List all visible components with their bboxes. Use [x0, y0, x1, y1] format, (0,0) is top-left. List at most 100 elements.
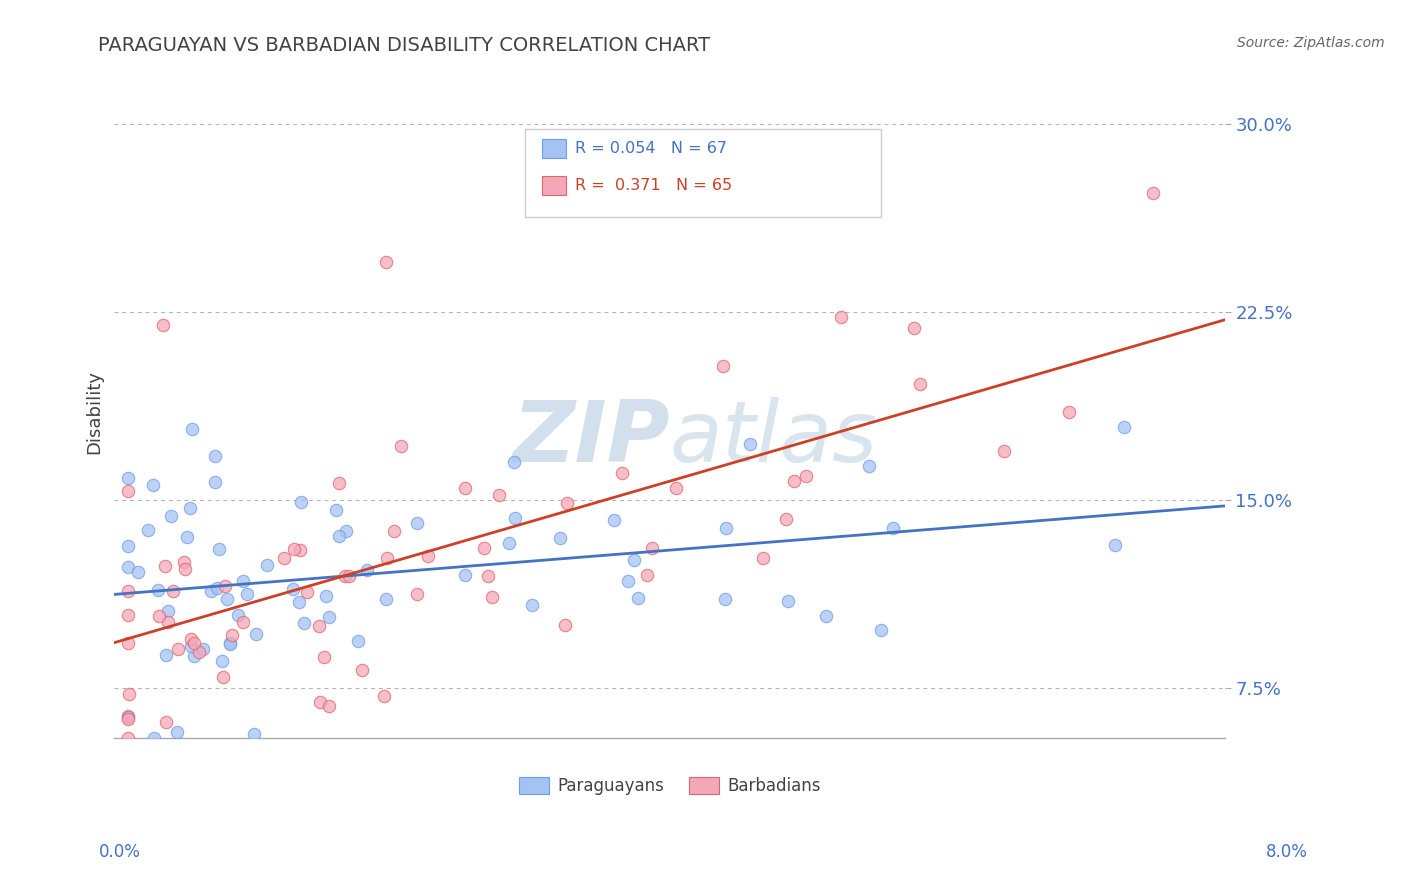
Point [472, 541, 495, 555]
Point [117, 731, 139, 746]
Point [335, 569, 357, 583]
Point [288, 543, 311, 558]
Point [232, 615, 254, 630]
Point [776, 594, 799, 608]
Point [226, 608, 249, 623]
Point [374, 255, 396, 269]
Point [858, 459, 880, 474]
Point [477, 569, 499, 583]
Point [155, 648, 177, 662]
Point [117, 607, 139, 622]
Point [325, 503, 347, 517]
Point [143, 731, 166, 746]
Point [162, 584, 184, 599]
Point [243, 727, 266, 741]
Point [283, 541, 305, 556]
Point [153, 559, 176, 574]
Point [406, 516, 429, 530]
Point [214, 579, 236, 593]
Point [335, 524, 357, 538]
Point [554, 618, 576, 632]
Point [232, 574, 254, 589]
Point [548, 531, 571, 545]
Text: R = 0.054   N = 67: R = 0.054 N = 67 [575, 141, 727, 156]
Point [176, 530, 198, 544]
Point [636, 568, 658, 582]
Point [352, 663, 374, 677]
Legend: Paraguayans, Barbadians: Paraguayans, Barbadians [512, 771, 827, 802]
Text: 8.0%: 8.0% [1265, 843, 1308, 861]
Point [174, 562, 197, 576]
Point [623, 552, 645, 566]
Point [236, 587, 259, 601]
Point [146, 582, 169, 597]
Point [405, 587, 427, 601]
Point [117, 712, 139, 726]
Point [117, 687, 139, 701]
Point [256, 558, 278, 573]
Point [308, 619, 330, 633]
Point [204, 475, 226, 490]
Point [382, 524, 405, 538]
Point [117, 710, 139, 724]
FancyBboxPatch shape [526, 128, 880, 217]
Point [167, 642, 190, 657]
Point [157, 603, 180, 617]
Point [219, 635, 242, 649]
Point [309, 695, 332, 709]
Point [1104, 538, 1126, 552]
Point [375, 550, 398, 565]
Point [117, 470, 139, 484]
Point [215, 592, 238, 607]
Point [665, 482, 688, 496]
Point [418, 549, 440, 564]
Text: atlas: atlas [669, 397, 877, 480]
Point [292, 616, 315, 631]
Point [555, 496, 578, 510]
Point [993, 444, 1015, 458]
Point [295, 585, 318, 599]
Point [211, 654, 233, 668]
Point [908, 377, 931, 392]
Point [180, 639, 202, 653]
Point [218, 637, 240, 651]
Point [117, 636, 139, 650]
Y-axis label: Disability: Disability [86, 370, 103, 454]
Point [183, 649, 205, 664]
Point [181, 422, 204, 436]
Point [870, 624, 893, 638]
Point [200, 584, 222, 599]
Point [502, 455, 524, 469]
Point [616, 574, 638, 588]
Text: R =  0.371   N = 65: R = 0.371 N = 65 [575, 178, 733, 193]
Point [794, 468, 817, 483]
Point [738, 437, 761, 451]
Point [347, 633, 370, 648]
Point [374, 591, 396, 606]
Point [903, 321, 925, 335]
Point [208, 542, 231, 557]
Point [245, 627, 267, 641]
Point [488, 488, 510, 502]
Point [318, 609, 340, 624]
Point [1057, 405, 1080, 419]
Point [337, 569, 360, 583]
Point [205, 581, 228, 595]
Point [318, 699, 340, 714]
Point [498, 536, 520, 550]
Point [641, 541, 664, 555]
Point [389, 439, 412, 453]
Point [775, 512, 797, 526]
Point [148, 608, 170, 623]
Point [180, 632, 202, 647]
Point [187, 645, 209, 659]
Point [610, 466, 633, 480]
Point [221, 628, 243, 642]
Point [212, 670, 235, 684]
Point [191, 641, 214, 656]
Point [312, 649, 335, 664]
Point [160, 508, 183, 523]
Point [1112, 419, 1135, 434]
Point [287, 594, 309, 608]
Text: 0.0%: 0.0% [98, 843, 141, 861]
